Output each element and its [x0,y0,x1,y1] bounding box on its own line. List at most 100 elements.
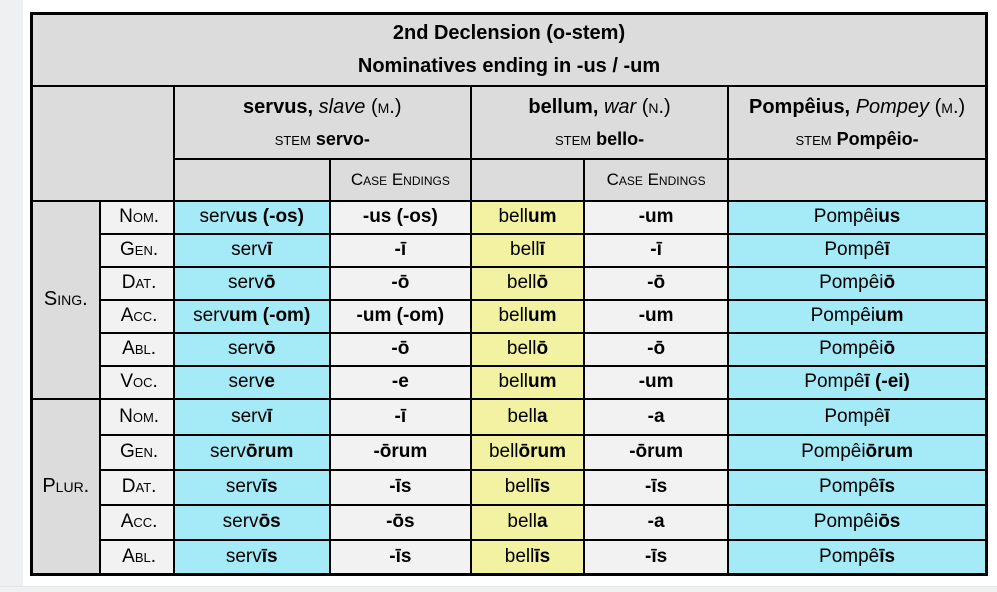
form-stem: serv [231,405,268,427]
bellum-gloss: war [603,96,637,118]
servus-ending-cell: -ī [328,232,472,268]
pompeius-form-cell: Pompêī (-ei) [727,364,988,400]
bellum-form-cell: bellō [469,265,586,301]
servus-form-cell: servōrum [172,433,331,471]
pompeius-gloss: Pompey [855,96,930,118]
bellum-form-cell: bellum [469,298,586,334]
case-label-cell: Gen. [98,232,175,268]
form-stem: bell [504,545,535,567]
form-stem: bell [498,206,529,227]
form-ending: ī [267,239,273,260]
servus-gloss: slave [318,96,366,118]
form-ending: ōrum [518,441,567,462]
form-stem: bell [504,476,535,497]
table-row: Abl. servō -ō bellō -ō Pompêiō [32,331,988,367]
form-ending: ō [883,338,896,359]
form-stem: serv [225,476,262,497]
form-stem: Pompêi [813,511,879,532]
bellum-stem: bello- [596,129,645,149]
table-title: 2nd Declension (o-stem) Nominatives endi… [30,12,988,87]
form-stem: serv [210,441,246,462]
servus-form-cell: servus (-os) [172,199,331,235]
servus-ending-cell: -um (-om) [328,298,472,334]
form-stem: serv [227,272,264,293]
table-row: Gen. servī -ī bellī -ī Pompêī [32,232,988,268]
title-row: 2nd Declension (o-stem) Nominatives endi… [30,12,988,87]
servus-stem-label: stem [274,129,311,149]
viewer-bottom-margin [0,586,997,592]
form-stem: Pompê [819,545,880,567]
servus-form-cell: servī [172,232,331,268]
form-ending: īs [261,545,278,567]
form-ending: īs [261,476,278,497]
viewer-left-margin [0,0,23,592]
bellum-headword: bellum, [528,96,599,118]
bellum-forms-spacer [469,157,586,202]
form-ending: ōrum [245,441,294,462]
pompeius-form-cell: Pompêīs [727,468,988,506]
table-row: Sing. Nom. servus (-os) -us (-os) bellum… [30,199,988,400]
case-label-cell: Abl. [98,538,175,576]
bellum-form-cell: bellīs [469,468,586,506]
form-ending: īs [879,545,896,567]
pompeius-stem: Pompêio- [836,129,919,149]
bellum-form-cell: bella [469,397,586,436]
form-ending: ōrum [865,441,914,462]
form-stem: Pompê [804,371,865,392]
form-ending: īs [534,545,551,567]
bellum-stem-label: stem [554,129,592,149]
bellum-form-cell: bellō [469,331,586,367]
declension-table: 2nd Declension (o-stem) Nominatives endi… [30,12,988,576]
bellum-header: bellum, war (n.) stem bello- [469,84,730,160]
form-ending: us [878,206,901,227]
bellum-ending-cell: -ī [583,232,730,268]
form-ending: ō [536,338,549,359]
form-ending: a [536,511,548,532]
form-ending: ō [883,272,896,293]
servus-ending-cell: -ō [328,331,472,367]
case-label-cell: Acc. [98,298,175,334]
form-ending: um [875,305,904,326]
form-ending: ī [267,405,273,427]
bellum-ending-cell: -um [583,199,730,235]
servus-header: servus, slave (m.) stem servo- [172,84,472,160]
servus-form-cell: servō [172,265,331,301]
servus-form-cell: servōs [172,503,331,541]
form-ending: a [536,405,548,427]
servus-form-cell: serve [172,364,331,400]
servus-ending-cell: -īs [328,468,472,506]
form-stem: Pompêi [813,206,879,227]
form-ending: ī [884,239,890,260]
form-ending: ī [539,239,545,260]
form-stem: serv [199,206,236,227]
servus-ending-cell: -ī [328,397,472,436]
pompeius-form-cell: Pompêiōrum [727,433,988,471]
form-ending: um [528,371,557,392]
pompeius-form-cell: Pompêium [727,298,988,334]
pompeius-gender: (m.) [934,96,966,118]
form-stem: bell [507,511,537,532]
servus-ending-cell: -ōrum [328,433,472,471]
form-ending: ō [536,272,549,293]
form-ending: ōs [258,511,281,532]
form-ending: um (-om) [229,305,311,326]
bellum-ending-cell: -a [583,503,730,541]
header-row: servus, slave (m.) stem servo- bellum, w… [30,84,988,202]
bellum-ending-cell: -īs [583,538,730,576]
servus-ending-cell: -ōs [328,503,472,541]
form-stem: serv [231,239,268,260]
servus-case-endings-label: Case Endings [328,157,472,202]
form-stem: serv [193,305,230,326]
pompeius-forms-spacer [727,157,988,202]
pompeius-headword: Pompêius, [748,96,851,118]
pompeius-form-cell: Pompêī [727,232,988,268]
form-ending: ī [884,405,890,427]
servus-ending-cell: -īs [328,538,472,576]
section-label-plural: Plur. [30,397,101,576]
bellum-form-cell: bellum [469,364,586,400]
form-ending: ī (-ei) [864,371,910,392]
pompeius-form-cell: Pompêius [727,199,988,235]
case-label-cell: Acc. [98,503,175,541]
form-ending: īs [534,476,551,497]
